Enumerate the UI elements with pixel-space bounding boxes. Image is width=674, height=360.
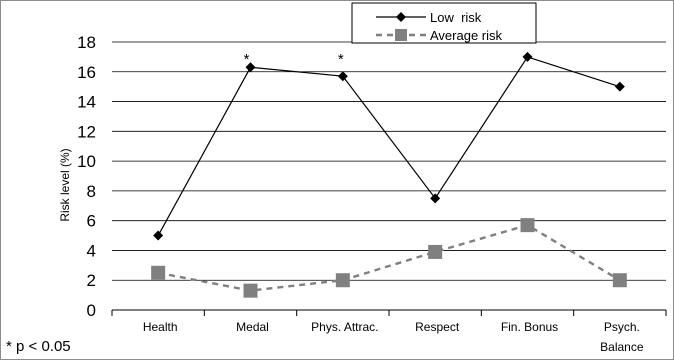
y-tick-label: 2 [87,271,96,290]
data-point-average-risk [243,283,258,298]
series-line-average-risk [157,223,621,292]
x-tick-label: Health [143,320,178,334]
grid-lines [112,41,666,281]
significance-annotation: * [244,51,250,68]
data-point-average-risk [151,265,166,280]
y-tick-label: 14 [77,93,96,112]
legend-box [351,2,537,44]
data-point-average-risk [428,244,443,259]
significance-annotation: * [338,51,344,68]
data-point-average-risk [520,218,535,233]
y-tick-label: 4 [87,241,96,260]
x-tick-label-line: Psych. [604,320,640,334]
x-axis-ticks: Health Medal Phys. Attrac. Respect Fin. Bonu… [111,310,667,354]
x-tick-label-line: Balance [600,340,644,354]
x-tick-label: Phys. Attrac. [311,320,378,334]
y-tick-label: 0 [87,301,96,320]
y-tick-label: 6 [87,212,96,231]
data-point-average-risk [335,273,350,288]
footnote: * p < 0.05 [6,338,71,355]
data-point-low-risk [430,193,441,204]
series-line-low-risk [157,56,620,236]
y-axis-ticks: 0 2 4 6 8 10 12 14 16 18 [77,33,96,320]
y-axis-label: Risk level (%) [58,148,72,221]
legend-average-risk-marker [395,29,407,41]
x-tick-label-line: Medal [236,320,269,334]
x-tick-label-line: Health [143,320,178,334]
legend-low-risk-marker [396,12,406,22]
y-tick-label: 12 [77,122,96,141]
legend-average-risk-label: Average risk [430,28,503,43]
legend-low-risk-label: Low risk [430,10,482,25]
data-point-low-risk [522,51,533,62]
y-tick-label: 16 [77,63,96,82]
x-tick-label-line: Respect [415,320,460,334]
legend: Low risk Average risk [351,2,537,44]
data-point-low-risk [337,71,348,82]
data-point-average-risk [612,273,627,288]
data-point-low-risk [245,62,256,73]
y-tick-label: 8 [87,182,96,201]
data-point-low-risk [153,230,164,241]
x-tick-label-line: Phys. Attrac. [311,320,378,334]
x-tick-label-line: Fin. Bonus [501,320,558,334]
annotations: * * [244,51,344,68]
series-group [151,51,627,298]
x-tick-label: Medal [236,320,269,334]
data-point-low-risk [614,81,625,92]
y-tick-label: 10 [77,152,96,171]
x-tick-label: Respect [415,320,460,334]
x-tick-label: Fin. Bonus [501,320,558,334]
y-tick-label: 18 [77,33,96,52]
x-tick-label: Psych. Balance [600,320,644,354]
